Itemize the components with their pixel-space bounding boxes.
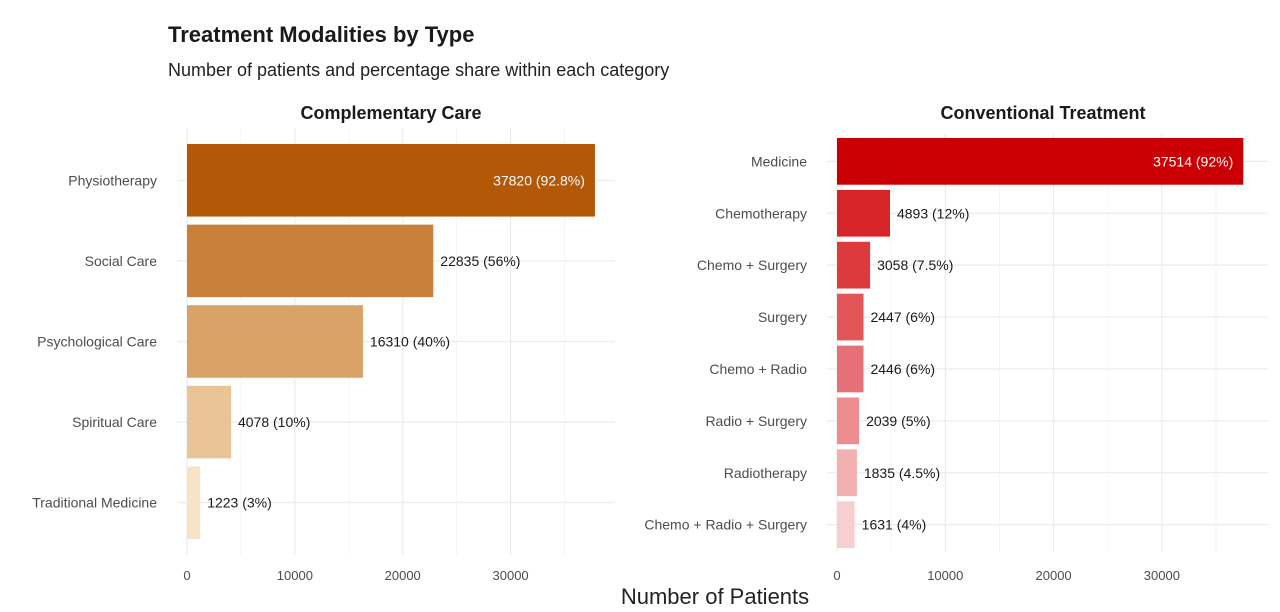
bar-0-3 xyxy=(187,385,231,459)
bar-0-4 xyxy=(187,466,201,539)
x-tick-label: 20000 xyxy=(385,568,421,583)
data-label: 37514 (92%) xyxy=(1153,153,1233,169)
chart-title: Treatment Modalities by Type xyxy=(168,22,475,47)
data-label: 37820 (92.8%) xyxy=(493,172,585,188)
category-label: Traditional Medicine xyxy=(32,495,157,511)
category-label: Social Care xyxy=(85,253,158,269)
bar-0-2 xyxy=(187,305,363,378)
bar-0-0 xyxy=(187,144,595,217)
bar-1-1 xyxy=(837,189,890,237)
category-label: Physiotherapy xyxy=(68,172,157,188)
x-axis-label: Number of Patients xyxy=(620,584,810,609)
panel-title-conventional: Conventional Treatment xyxy=(940,103,1146,123)
category-label: Chemotherapy xyxy=(715,205,807,221)
x-tick-label: 10000 xyxy=(277,568,313,583)
x-tick-label: 0 xyxy=(183,568,190,583)
data-label: 2446 (6%) xyxy=(870,361,935,377)
bar-1-5 xyxy=(837,397,860,445)
x-tick-label: 0 xyxy=(833,568,840,583)
chart-subtitle: Number of patients and percentage share … xyxy=(168,60,670,80)
data-label: 4893 (12%) xyxy=(897,205,969,221)
data-label: 16310 (40%) xyxy=(370,334,450,350)
data-label: 1631 (4%) xyxy=(862,517,927,533)
data-label: 4078 (10%) xyxy=(238,414,310,430)
data-label: 1223 (3%) xyxy=(207,495,272,511)
category-label: Surgery xyxy=(758,309,807,325)
category-label: Spiritual Care xyxy=(72,414,157,430)
category-label: Radio + Surgery xyxy=(705,413,807,429)
category-label: Medicine xyxy=(751,153,807,169)
bar-1-3 xyxy=(837,293,864,341)
x-tick-label: 30000 xyxy=(493,568,529,583)
bar-1-6 xyxy=(837,449,857,497)
bar-1-4 xyxy=(837,345,864,393)
bar-0-1 xyxy=(187,224,434,298)
bar-1-7 xyxy=(837,501,855,549)
category-label: Psychological Care xyxy=(37,334,157,350)
data-label: 22835 (56%) xyxy=(440,253,520,269)
x-tick-label: 20000 xyxy=(1036,568,1072,583)
data-label: 2039 (5%) xyxy=(866,413,931,429)
x-tick-label: 10000 xyxy=(927,568,963,583)
category-label: Chemo + Radio + Surgery xyxy=(644,517,807,533)
panel-title-complementary: Complementary Care xyxy=(300,103,482,123)
x-tick-label: 30000 xyxy=(1144,568,1180,583)
bar-1-2 xyxy=(837,241,871,289)
category-label: Chemo + Radio xyxy=(709,361,807,377)
bar-1-0 xyxy=(837,137,1244,185)
category-label: Radiotherapy xyxy=(724,465,807,481)
data-label: 1835 (4.5%) xyxy=(864,465,940,481)
data-label: 2447 (6%) xyxy=(870,309,935,325)
data-label: 3058 (7.5%) xyxy=(877,257,953,273)
category-label: Chemo + Surgery xyxy=(697,257,807,273)
